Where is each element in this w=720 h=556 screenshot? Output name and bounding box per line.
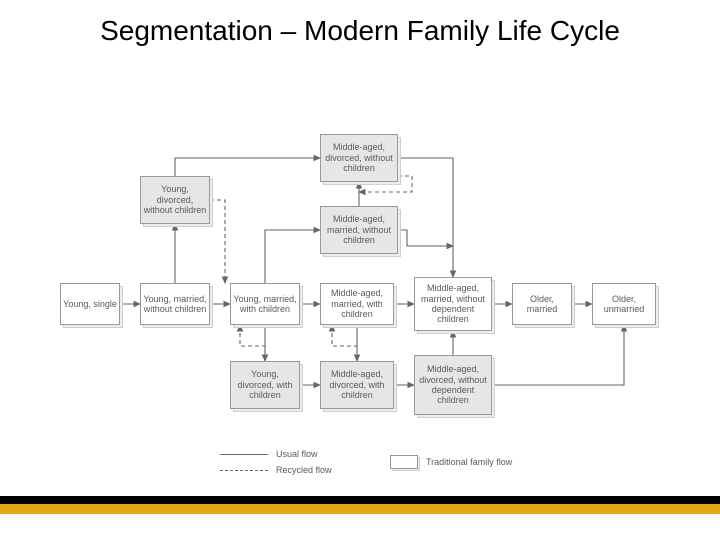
node-label: Older, unmarried [592,283,656,325]
node-label: Young, married, with children [230,283,300,325]
node-young-married-no-children: Young, married, without children [140,283,210,325]
node-young-div-no-children: Young, divorced, without children [140,176,210,224]
node-label: Middle-aged, married, with children [320,283,394,325]
node-label: Middle-aged, divorced, without dependent… [414,355,492,415]
footer-stripe [0,514,720,518]
node-mid-married-no-dep: Middle-aged, married, without dependent … [414,277,492,331]
node-label: Older, married [512,283,572,325]
node-mid-div-no-children: Middle-aged, divorced, without children [320,134,398,182]
node-older-married: Older, married [512,283,572,325]
footer-stripe [0,504,720,514]
legend: Usual flow Recycled flow [220,446,332,478]
footer-stripe [0,496,720,504]
node-label: Middle-aged, divorced, with children [320,361,394,409]
node-label: Young, divorced, with children [230,361,300,409]
legend-usual-label: Usual flow [276,449,318,459]
node-young-div-with-children: Young, divorced, with children [230,361,300,409]
node-young-married-with-children: Young, married, with children [230,283,300,325]
node-mid-div-no-dep: Middle-aged, divorced, without dependent… [414,355,492,415]
legend-traditional: Traditional family flow [390,454,512,470]
node-label: Young, divorced, without children [140,176,210,224]
node-mid-married-with-children: Middle-aged, married, with children [320,283,394,325]
node-label: Middle-aged, married, without children [320,206,398,254]
legend-recycled: Recycled flow [220,462,332,478]
legend-traditional-label: Traditional family flow [426,457,512,467]
node-young-single: Young, single [60,283,120,325]
dashed-line-icon [220,470,268,471]
nodes-layer: Young, single Young, married, without chi… [0,16,720,556]
legend-recycled-label: Recycled flow [276,465,332,475]
legend-usual: Usual flow [220,446,332,462]
node-mid-married-no-children: Middle-aged, married, without children [320,206,398,254]
box-icon [390,455,418,469]
node-mid-div-with-children: Middle-aged, divorced, with children [320,361,394,409]
solid-line-icon [220,454,268,455]
node-label: Young, single [60,283,120,325]
node-label: Middle-aged, married, without dependent … [414,277,492,331]
node-label: Young, married, without children [140,283,210,325]
node-older-unmarried: Older, unmarried [592,283,656,325]
node-label: Middle-aged, divorced, without children [320,134,398,182]
